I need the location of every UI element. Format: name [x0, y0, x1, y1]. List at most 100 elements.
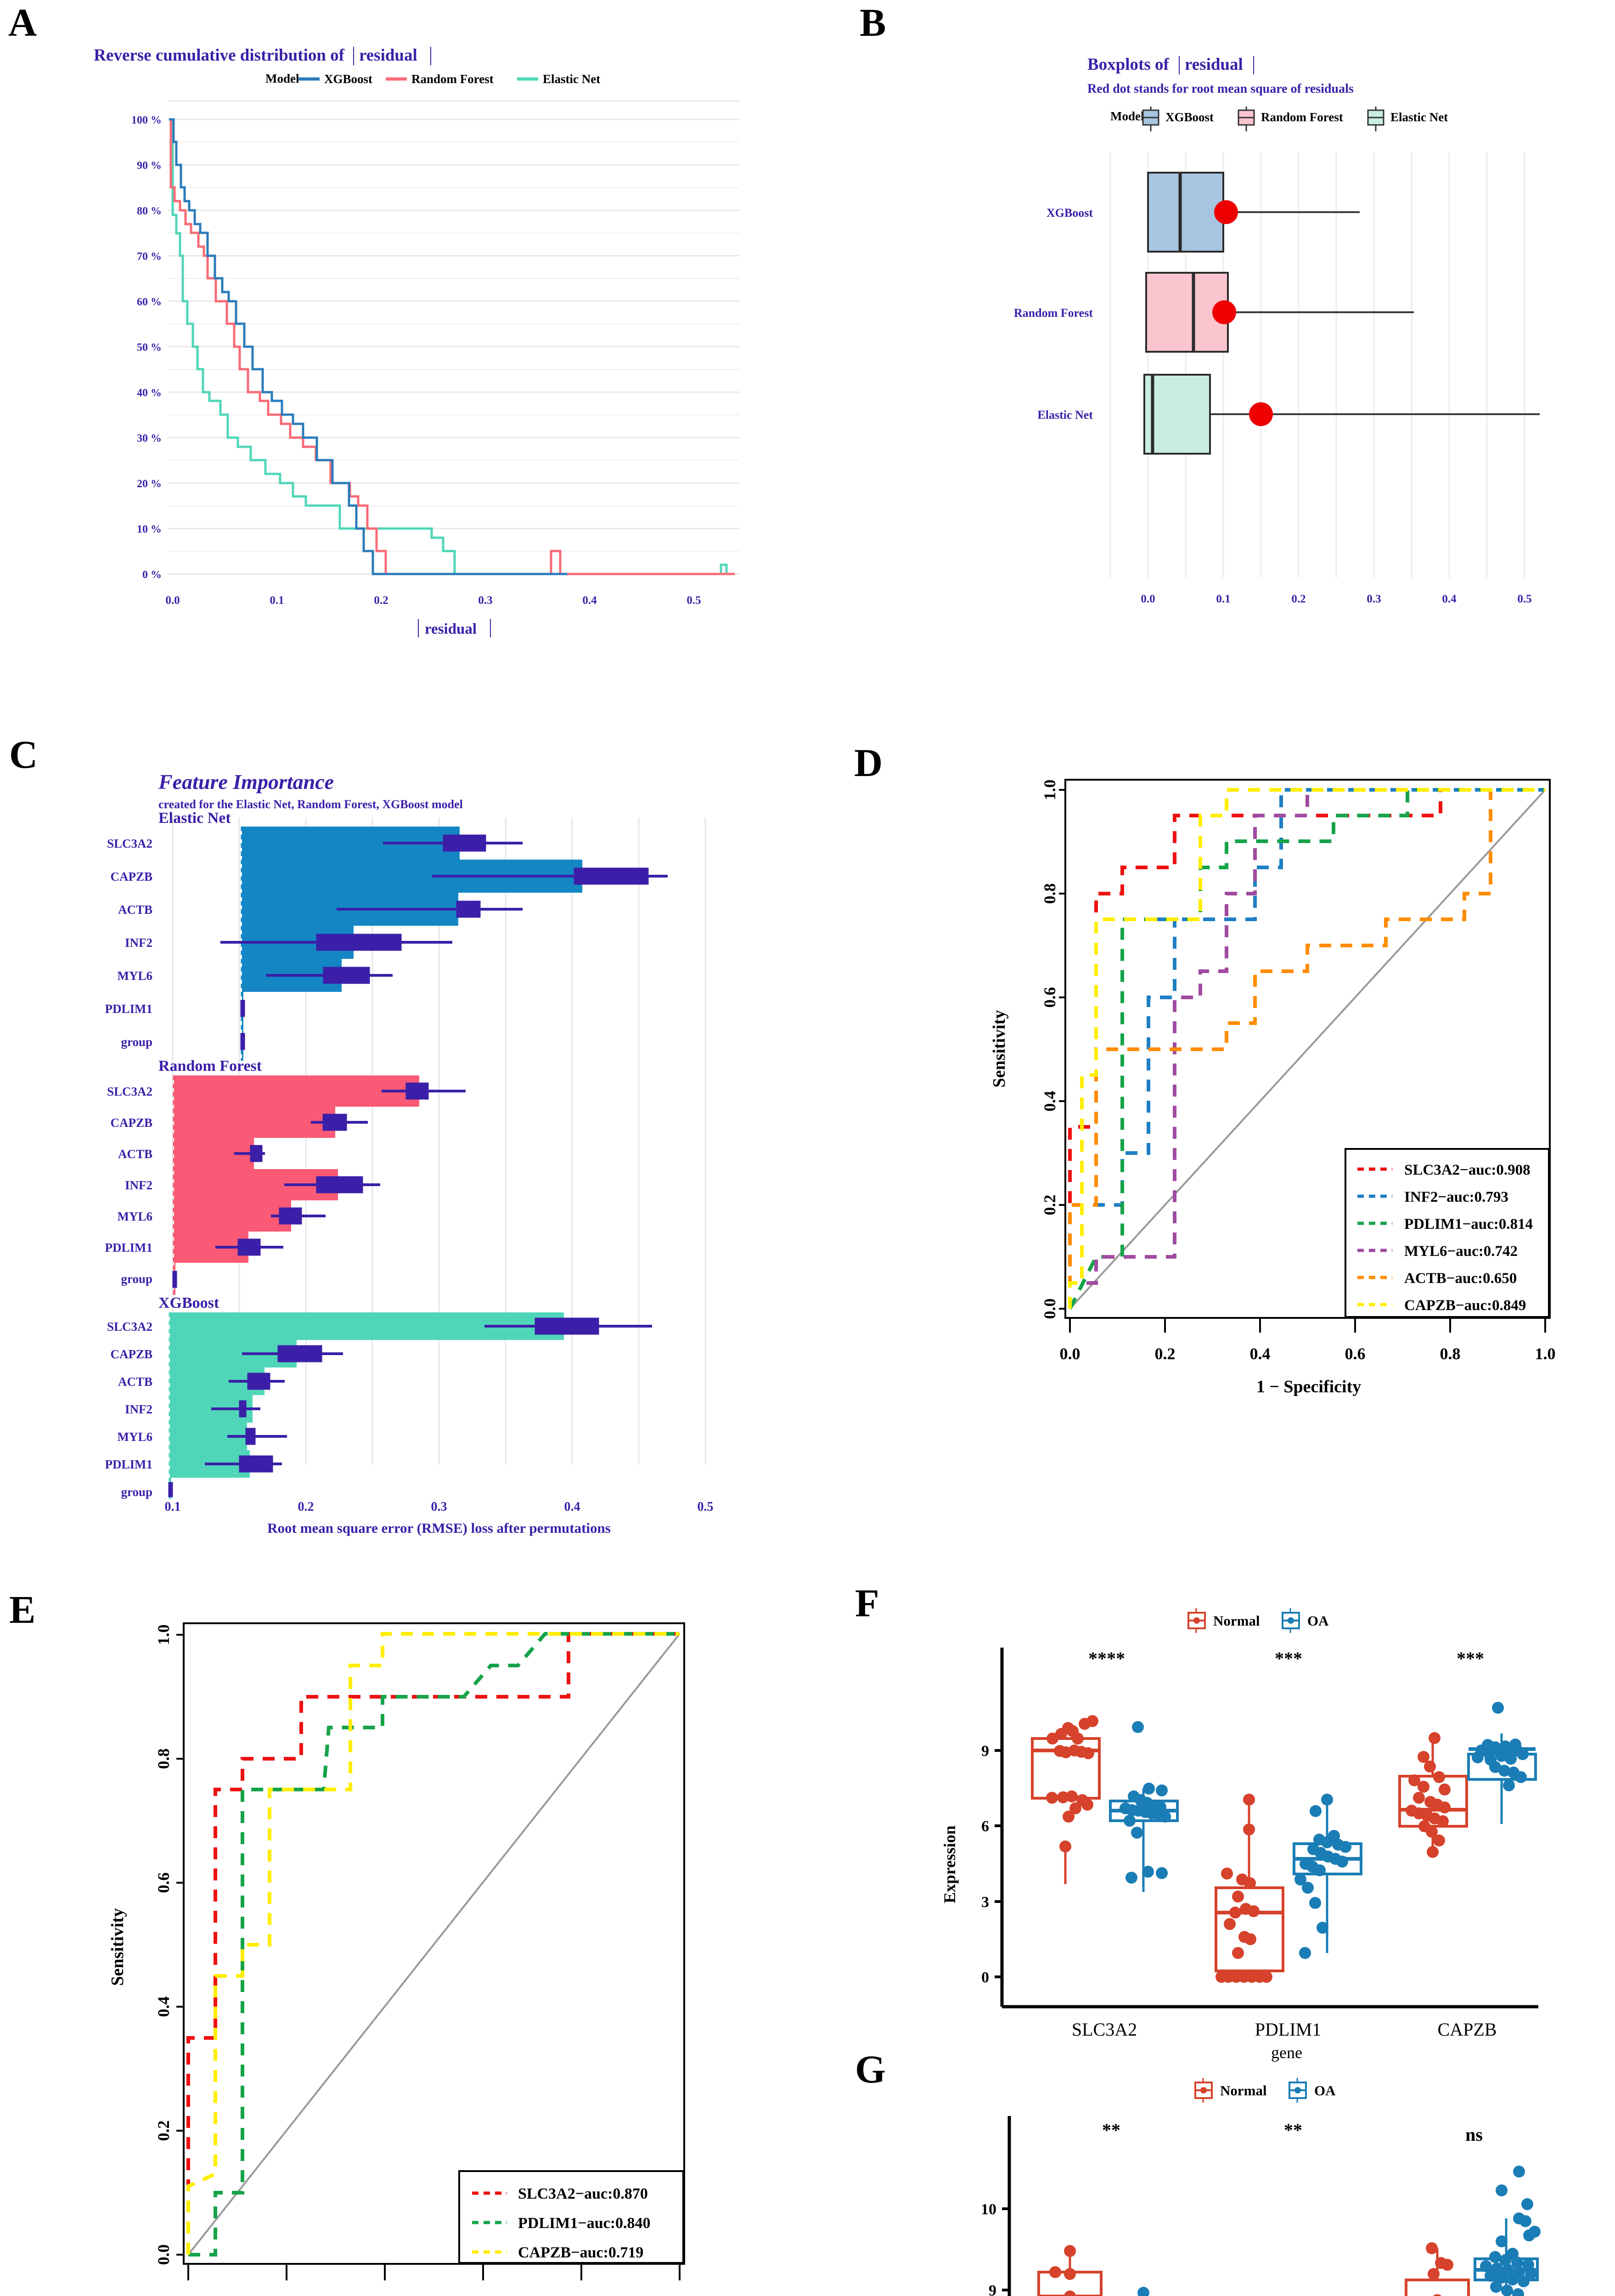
- panel-b-box-random-forest: [1145, 272, 1414, 353]
- panel-c-row-label-xgb-2: ACTB: [118, 1375, 152, 1389]
- panel-a-xtick-5: 0.5: [687, 594, 701, 607]
- panel-b-row-label-1: Random Forest: [1014, 306, 1093, 320]
- panel-d-ytick-4: 0.8: [1041, 884, 1059, 904]
- panel-g-box-capzb-normal: [1405, 2242, 1470, 2296]
- panel-e-xtick-5: 1.0: [670, 2294, 690, 2296]
- panel-d-legend-label-1: INF2−auc:0.793: [1404, 1189, 1508, 1205]
- panel-c-subtitle: created for the Elastic Net, Random Fore…: [158, 798, 463, 811]
- panel-f-y-axis-label: Expression: [940, 1825, 959, 1903]
- panel-a-ytick-60: 60 %: [137, 296, 162, 308]
- panel-e-ytick-2: 0.4: [154, 1997, 173, 2017]
- panel-d-ytick-3: 0.6: [1041, 987, 1059, 1008]
- panel-c-row-label-rf-2: ACTB: [118, 1147, 152, 1161]
- panel-g-legend-label-0: Normal: [1220, 2082, 1267, 2099]
- panel-d: 0.0 0.2 0.4 0.6 0.8 1.0 Sensitivity 0.0 …: [886, 753, 1603, 1469]
- panel-a-ytick-40: 40 %: [137, 387, 162, 399]
- panel-a-ytick-100: 100 %: [131, 114, 162, 126]
- panel-e-legend-label-2: CAPZB−auc:0.719: [518, 2244, 643, 2261]
- panel-d-xtick-4: 0.8: [1440, 1345, 1461, 1363]
- panel-c-row-label-xgb-5: PDLIM1: [105, 1458, 153, 1471]
- panel-d-xtick-2: 0.4: [1250, 1345, 1271, 1363]
- panel-b-legend-label-0: XGBoost: [1165, 110, 1214, 124]
- panel-a-xtick-1: 0.1: [270, 594, 284, 607]
- panel-d-x-axis-label: 1 − Specificity: [1256, 1377, 1362, 1396]
- panel-a-legend-label-0: XGBoost: [324, 72, 372, 86]
- panel-f-significance-2: ***: [1457, 1648, 1484, 1669]
- panel-letter-b: B: [860, 0, 886, 45]
- panel-b-subtitle: Red dot stands for root mean square of r…: [1087, 82, 1354, 96]
- panel-c-row-label-en-2: ACTB: [118, 903, 152, 917]
- panel-c-row-label-en-6: group: [121, 1035, 152, 1049]
- panel-c-xtick-3: 0.4: [564, 1500, 580, 1514]
- panel-b-row-label-0: XGBoost: [1047, 206, 1093, 219]
- panel-f-category-0: SLC3A2: [1072, 2019, 1137, 2040]
- panel-e-ytick-0: 0.0: [154, 2245, 173, 2265]
- panel-c-xtick-2: 0.3: [431, 1500, 447, 1514]
- panel-a-x-ticks: 0.0 0.1 0.2 0.3 0.4 0.5: [165, 594, 701, 607]
- panel-e-legend: SLC3A2−auc:0.870 PDLIM1−auc:0.840 CAPZB−…: [458, 2170, 684, 2264]
- panel-a-legend-label-2: Elastic Net: [543, 72, 600, 86]
- panel-a-xtick-0: 0.0: [165, 594, 180, 607]
- panel-c-chart: Feature Importance created for the Elast…: [105, 770, 706, 1500]
- panel-a-curve-elastic-net: [169, 118, 735, 575]
- panel-c-row-label-en-4: MYL6: [118, 969, 153, 983]
- panel-b-xtick-2: 0.2: [1291, 593, 1306, 605]
- panel-b-chart: Boxplots of residual Red dot stands for …: [1014, 55, 1540, 605]
- panel-d-legend-label-0: SLC3A2−auc:0.908: [1404, 1162, 1531, 1178]
- legend-box-xgboost: [1142, 107, 1159, 131]
- panel-c-row-label-rf-5: PDLIM1: [105, 1241, 153, 1255]
- panel-d-curve-myl6: [1068, 788, 1545, 1309]
- panel-f-legend-label-1: OA: [1307, 1613, 1329, 1629]
- panel-d-chart: 0.0 0.2 0.4 0.6 0.8 1.0 Sensitivity 0.0 …: [990, 779, 1556, 1396]
- panel-e-xtick-3: 0.6: [473, 2294, 494, 2296]
- panel-c-row-label-xgb-1: CAPZB: [110, 1347, 152, 1361]
- panel-c-row-label-rf-3: INF2: [125, 1178, 152, 1192]
- panel-c-row-label-en-1: CAPZB: [110, 870, 152, 884]
- panel-d-ytick-0: 0.0: [1041, 1299, 1059, 1319]
- panel-b-xtick-0: 0.0: [1141, 593, 1155, 605]
- panel-f-chart: Normal OA 0 3 6 9 Expression: [940, 1608, 1538, 2062]
- panel-c-row-label-en-5: PDLIM1: [105, 1002, 153, 1016]
- panel-c-facet-label-1: Random Forest: [158, 1058, 262, 1075]
- panel-c-facet-xgboost: SLC3A2 CAPZB ACTB INF2 MYL6 PDLIM1 group: [105, 1312, 652, 1500]
- panel-c-row-label-rf-6: group: [121, 1272, 152, 1286]
- panel-a-ytick-20: 20 %: [137, 478, 162, 490]
- panel-d-xtick-5: 1.0: [1535, 1345, 1556, 1363]
- panel-e-ytick-4: 0.8: [154, 1749, 173, 1769]
- panel-b-row-label-2: Elastic Net: [1037, 408, 1093, 422]
- panel-letter-c: C: [9, 732, 38, 777]
- legend-box-random-forest: [1238, 107, 1255, 131]
- panel-f-box-slc3a2-oa: [1109, 1721, 1179, 1892]
- panel-c-axis: 0.1 0.2 0.3 0.4 0.5 Root mean square err…: [78, 1496, 822, 1556]
- panel-f-ytick-0: 0: [981, 1969, 989, 1986]
- rmse-dot-xgboost: [1214, 200, 1238, 224]
- panel-b-box-elastic-net: [1143, 374, 1540, 455]
- panel-b-title-var: residual: [1185, 55, 1243, 74]
- panel-e-xtick-4: 0.8: [571, 2294, 592, 2296]
- panel-f-legend: Normal OA: [1187, 1608, 1329, 1633]
- panel-a-title-var: residual: [359, 46, 417, 65]
- panel-a-ytick-30: 30 %: [137, 433, 162, 445]
- panel-d-legend-label-4: ACTB−auc:0.650: [1404, 1270, 1517, 1287]
- panel-e-curve-slc3a2: [186, 1632, 680, 2255]
- panel-g-box-slc3a2-normal: [1037, 2245, 1103, 2296]
- panel-f-category-1: PDLIM1: [1255, 2019, 1321, 2040]
- rmse-dot-random-forest: [1212, 300, 1236, 324]
- panel-d-curve-slc3a2: [1068, 788, 1545, 1309]
- panel-a-ytick-90: 90 %: [137, 160, 162, 172]
- panel-c-title: Feature Importance: [158, 770, 334, 793]
- panel-d-curve-inf2: [1068, 788, 1545, 1309]
- panel-g-legend-label-1: OA: [1314, 2082, 1336, 2099]
- panel-d-curve-capzb: [1068, 788, 1545, 1309]
- panel-d-xtick-0: 0.0: [1060, 1345, 1080, 1363]
- panel-a-ytick-10: 10 %: [137, 523, 162, 535]
- panel-c-row-label-xgb-6: group: [121, 1485, 152, 1499]
- panel-e-legend-label-1: PDLIM1−auc:0.840: [518, 2215, 651, 2232]
- panel-f-ytick-2: 6: [981, 1818, 989, 1835]
- panel-f-box-pdlim1-normal: [1215, 1794, 1284, 1983]
- panel-e: 0.0 0.2 0.4 0.6 0.8 1.0 Sensitivity 0.0 …: [51, 1598, 794, 2296]
- panel-a-legend-title: Model: [265, 72, 299, 85]
- panel-b: Boxplots of residual Red dot stands for …: [891, 37, 1607, 680]
- panel-a-xtick-3: 0.3: [478, 594, 492, 607]
- panel-g-significance-0: **: [1102, 2120, 1120, 2140]
